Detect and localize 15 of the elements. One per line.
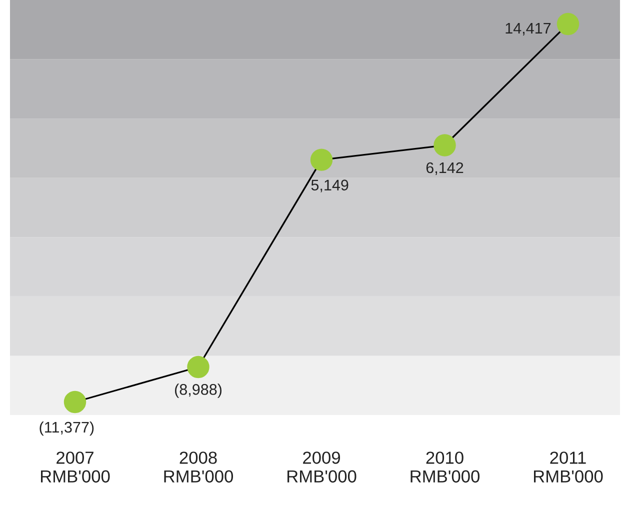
x-tick-label: 2007 RMB'000 [40, 452, 110, 483]
x-tick-label: 2010 RMB'000 [410, 452, 480, 483]
point [64, 390, 86, 414]
point [556, 12, 580, 36]
data-label: 14,417 [506, 22, 551, 36]
data-label: (11,377) [40, 421, 94, 436]
data-label: 6,142 [426, 162, 464, 175]
x-tick-label: 2011 RMB'000 [534, 452, 603, 483]
point [310, 148, 333, 171]
x-tick-label: 2009 RMB'000 [287, 452, 356, 483]
data-label: (8,988) [174, 384, 222, 398]
point [434, 134, 456, 156]
x-tick-label: 2008 RMB'000 [164, 452, 233, 483]
data-label: 5,149 [311, 180, 348, 192]
point [187, 356, 210, 378]
